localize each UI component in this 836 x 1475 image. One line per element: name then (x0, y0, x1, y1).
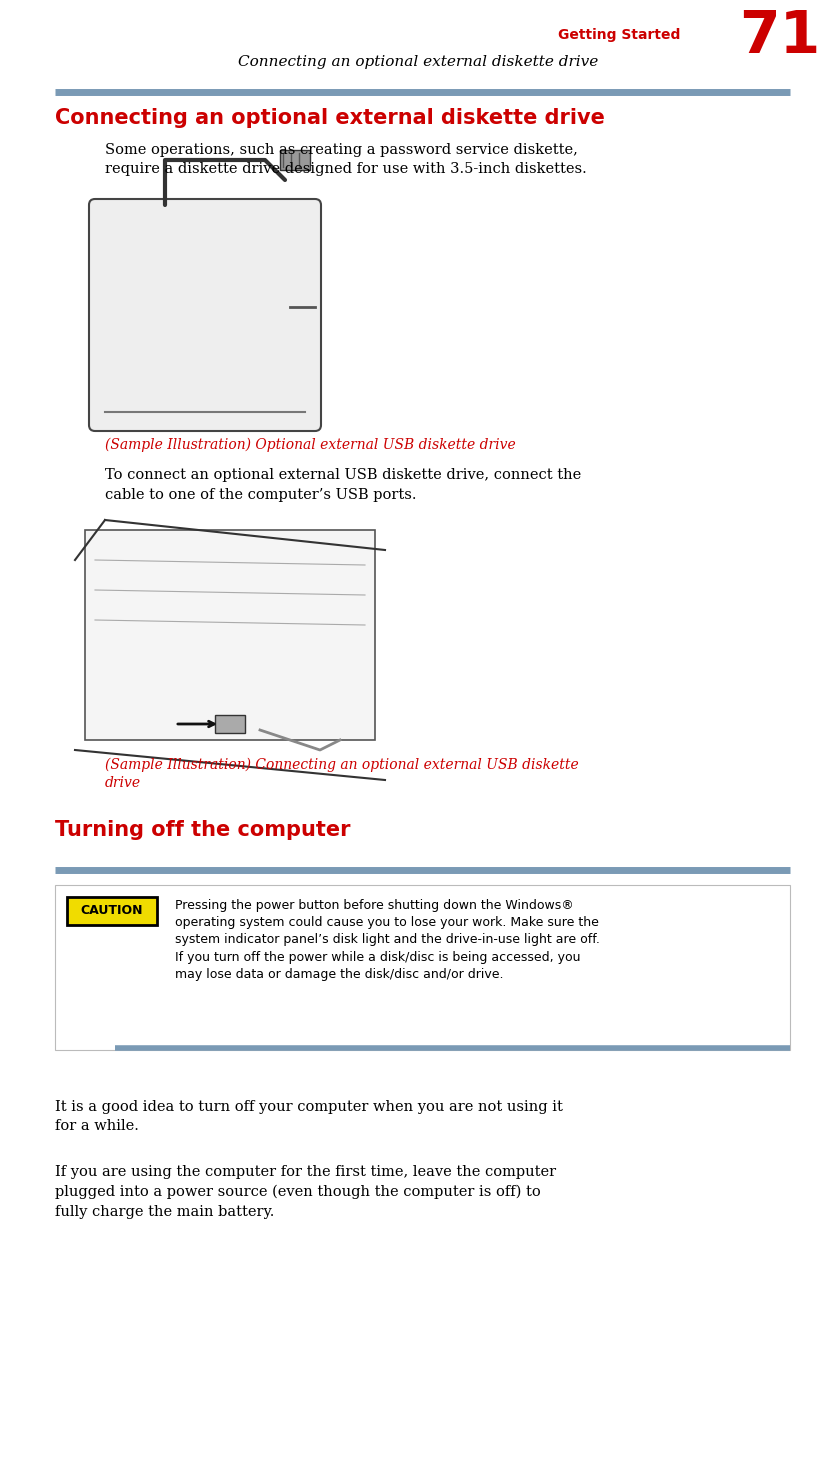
Text: It is a good idea to turn off your computer when you are not using it
for a whil: It is a good idea to turn off your compu… (55, 1100, 562, 1133)
Text: Connecting an optional external diskette drive: Connecting an optional external diskette… (55, 108, 604, 128)
Bar (55, 885, 789, 1050)
Text: If you are using the computer for the first time, leave the computer
plugged int: If you are using the computer for the fi… (55, 1165, 555, 1218)
Text: drive: drive (104, 776, 141, 791)
Bar (67, 897, 157, 925)
Text: To connect an optional external USB diskette drive, connect the
cable to one of : To connect an optional external USB disk… (104, 468, 580, 502)
Text: Pressing the power button before shutting down the Windows®
operating system cou: Pressing the power button before shuttin… (175, 898, 599, 981)
Text: 71: 71 (738, 7, 819, 65)
Text: (Sample Illustration) Connecting an optional external USB diskette: (Sample Illustration) Connecting an opti… (104, 758, 578, 773)
Text: Turning off the computer: Turning off the computer (55, 820, 350, 839)
Bar (280, 150, 309, 170)
Text: Getting Started: Getting Started (557, 28, 679, 41)
FancyBboxPatch shape (89, 199, 321, 431)
Text: Connecting an optional external diskette drive: Connecting an optional external diskette… (238, 55, 598, 69)
Bar (215, 715, 245, 733)
Text: CAUTION: CAUTION (80, 904, 143, 917)
Text: Some operations, such as creating a password service diskette,
require a diskett: Some operations, such as creating a pass… (104, 143, 586, 177)
Text: (Sample Illustration) Optional external USB diskette drive: (Sample Illustration) Optional external … (104, 438, 515, 453)
Bar (85, 530, 375, 740)
